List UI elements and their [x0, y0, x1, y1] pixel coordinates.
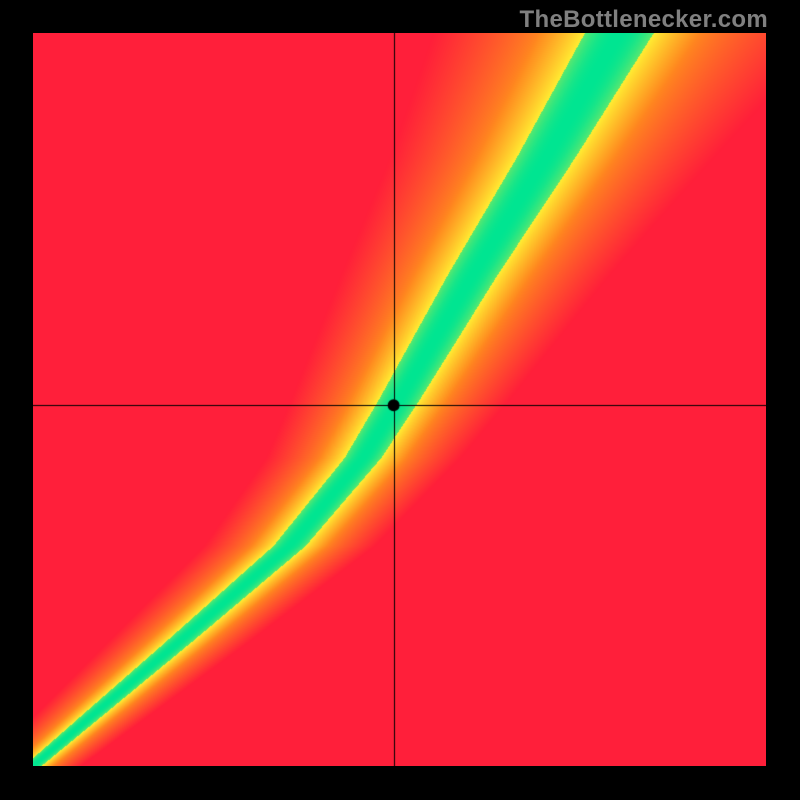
chart-frame: TheBottlenecker.com	[0, 0, 800, 800]
heatmap-canvas	[33, 33, 766, 766]
plot-area	[33, 33, 766, 766]
watermark-text: TheBottlenecker.com	[520, 6, 768, 34]
